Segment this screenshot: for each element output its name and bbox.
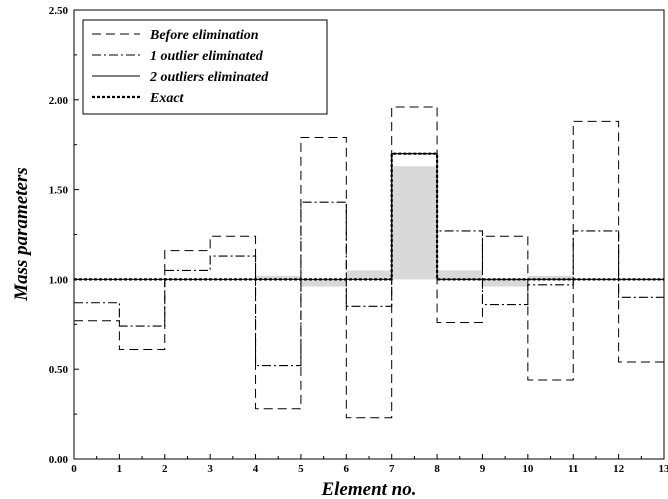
legend-box bbox=[82, 19, 328, 115]
shaded-bar-10 bbox=[482, 279, 528, 287]
shaded-bar-7 bbox=[346, 270, 392, 280]
x-tick-label: 0 bbox=[71, 463, 77, 475]
x-tick-label: 8 bbox=[434, 463, 440, 475]
y-axis-title: Mass parameters bbox=[11, 167, 32, 302]
y-tick-label: 2.00 bbox=[49, 95, 69, 107]
shaded-bar-5 bbox=[255, 275, 301, 280]
x-tick-label: 9 bbox=[480, 463, 486, 475]
axis-ticks: 0 1 2 3 4 5 6 7 8 9 10 11 12 130.000.501.001.502.002.… bbox=[49, 5, 668, 475]
x-tick-label: 2 bbox=[162, 463, 168, 475]
x-tick-label: 6 bbox=[344, 463, 350, 475]
legend-label: 2 outliers eliminated bbox=[149, 70, 269, 85]
x-tick-label: 1 bbox=[117, 463, 123, 475]
legend: Before elimination 1 outlier eliminated 2 … bbox=[82, 19, 328, 115]
series-line-solid bbox=[74, 153, 664, 280]
x-tick-label: 10 bbox=[522, 463, 534, 475]
shaded-bars bbox=[255, 166, 574, 287]
series-line-dashdot bbox=[74, 153, 664, 367]
y-tick-label: 0.50 bbox=[49, 364, 69, 376]
y-tick-label: 0.00 bbox=[49, 454, 69, 466]
x-tick-label: 11 bbox=[568, 463, 578, 475]
shaded-bar-11 bbox=[527, 275, 574, 280]
series-line-dashed bbox=[74, 106, 664, 419]
legend-label: Exact bbox=[149, 91, 185, 106]
y-tick-label: 1.50 bbox=[49, 185, 69, 197]
x-tick-label: 12 bbox=[613, 463, 625, 475]
legend-label: Before elimination bbox=[149, 28, 259, 43]
shaded-bar-9 bbox=[437, 270, 483, 280]
series-lines bbox=[74, 106, 664, 419]
legend-label: 1 outlier eliminated bbox=[150, 49, 264, 64]
series-line-dotted bbox=[74, 152, 664, 281]
x-tick-label: 4 bbox=[253, 463, 259, 475]
y-tick-label: 2.50 bbox=[49, 5, 69, 17]
x-tick-label: 5 bbox=[298, 463, 304, 475]
x-tick-label: 13 bbox=[659, 463, 668, 475]
shaded-bar-6 bbox=[300, 279, 347, 287]
x-tick-label: 7 bbox=[389, 463, 395, 475]
x-tick-label: 3 bbox=[207, 463, 213, 475]
shaded-bar-8 bbox=[391, 166, 438, 280]
x-axis-title: Element no. bbox=[320, 479, 416, 499]
y-tick-label: 1.00 bbox=[49, 274, 69, 286]
